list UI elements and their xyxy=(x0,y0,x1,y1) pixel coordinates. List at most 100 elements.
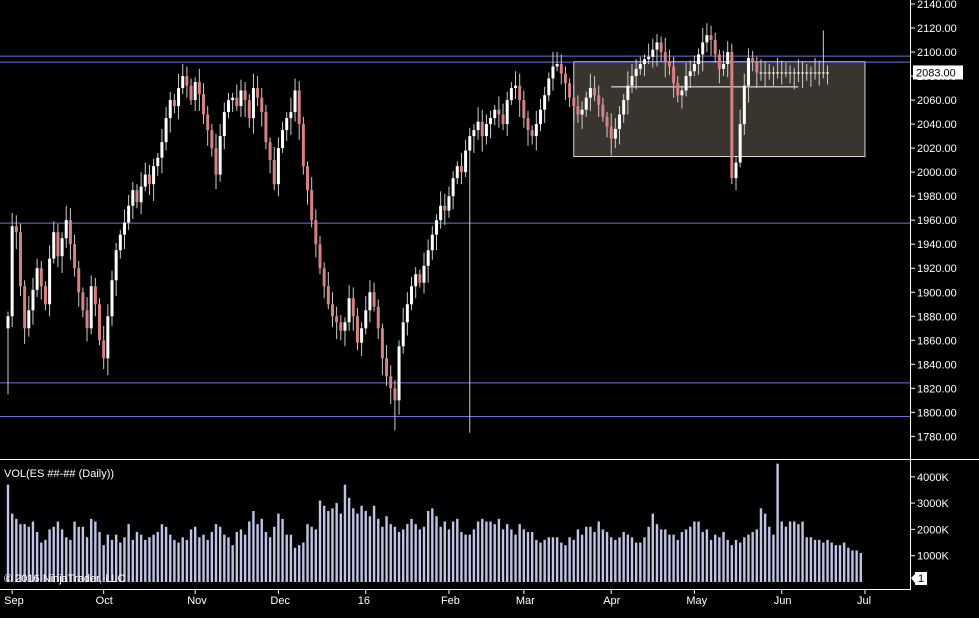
volume-bar xyxy=(164,526,168,582)
volume-bar xyxy=(65,537,68,582)
volume-bar xyxy=(535,539,538,582)
volume-bar xyxy=(206,539,209,582)
volume-bar xyxy=(630,537,634,582)
candle-body xyxy=(801,72,805,74)
volume-tick-label: 2000K xyxy=(917,524,949,536)
price-tick-label: 2060.00 xyxy=(917,95,957,107)
candle-body xyxy=(584,97,588,110)
time-tick-label: Nov xyxy=(187,595,207,607)
candle-body xyxy=(202,94,206,115)
candle-body xyxy=(771,72,775,74)
volume-bar xyxy=(106,534,110,582)
volume-bar xyxy=(668,534,671,582)
candle-body xyxy=(464,150,468,173)
candle-body xyxy=(555,64,559,67)
candle-body xyxy=(618,114,622,129)
volume-bar xyxy=(73,521,76,582)
candle-body xyxy=(638,64,642,69)
volume-bar xyxy=(381,526,384,582)
volume-bar xyxy=(406,524,409,582)
volume-bar xyxy=(410,518,413,582)
volume-bar xyxy=(684,529,688,582)
volume-bar xyxy=(139,534,143,582)
candle-body xyxy=(547,78,551,96)
volume-bar xyxy=(539,542,542,582)
candle-body xyxy=(651,49,655,57)
candle-body xyxy=(443,205,447,211)
volume-bar xyxy=(289,534,293,582)
candle-body xyxy=(231,97,235,101)
candle-body xyxy=(276,148,280,185)
candle-body xyxy=(821,72,825,74)
volume-bar xyxy=(456,518,459,582)
candle-body xyxy=(414,274,418,287)
price-tick-label: 2040.00 xyxy=(917,119,957,131)
volume-bar xyxy=(335,503,338,582)
candle-body xyxy=(576,106,580,115)
candle-body xyxy=(385,358,389,377)
volume-tick-label: 1000K xyxy=(917,551,949,563)
volume-bar xyxy=(809,537,813,582)
candle-body xyxy=(177,88,181,107)
volume-bar xyxy=(451,521,455,582)
volume-bar xyxy=(202,534,205,582)
volume-bar xyxy=(218,526,222,582)
volume-bar xyxy=(243,534,247,582)
candle-body xyxy=(813,72,817,74)
candle-body xyxy=(31,289,35,311)
candle-body xyxy=(360,328,364,343)
candle-body xyxy=(306,166,310,191)
volume-bar xyxy=(177,542,180,582)
price-tick-label: 2000.00 xyxy=(917,167,957,179)
candle-body xyxy=(401,322,405,347)
volume-bar xyxy=(501,529,505,582)
volume-bar xyxy=(447,529,451,582)
candle-body xyxy=(514,85,518,89)
candle-body xyxy=(131,190,135,206)
candle-body xyxy=(393,388,397,401)
time-tick-label: Oct xyxy=(96,595,113,607)
volume-bar xyxy=(643,537,646,582)
candle-body xyxy=(455,166,459,179)
candle-body xyxy=(497,109,501,115)
candle-body xyxy=(222,112,226,137)
volume-bar xyxy=(493,524,496,582)
volume-bar xyxy=(485,521,488,582)
candle-body xyxy=(451,178,455,197)
volume-bar xyxy=(90,518,93,582)
volume-bar xyxy=(48,529,51,582)
candle-body xyxy=(551,66,555,79)
volume-bar xyxy=(123,537,126,582)
volume-bar xyxy=(647,526,650,582)
candle-body xyxy=(314,220,318,245)
volume-bar xyxy=(31,521,35,582)
candle-body xyxy=(93,286,97,305)
candle-body xyxy=(48,258,52,305)
volume-bar xyxy=(597,521,600,582)
volume-bar xyxy=(239,529,243,582)
volume-bar xyxy=(156,532,159,582)
volume-bar xyxy=(114,534,118,582)
candle-body xyxy=(6,316,10,329)
candle-body xyxy=(172,100,176,107)
volume-bar xyxy=(310,526,313,582)
volume-bar xyxy=(672,534,675,582)
time-tick-label: Dec xyxy=(270,595,290,607)
volume-bar xyxy=(322,505,326,582)
candle-body xyxy=(339,322,343,331)
volume-bar xyxy=(385,516,388,582)
candle-body xyxy=(430,234,434,251)
volume-bar xyxy=(194,526,197,582)
volume-bar xyxy=(605,532,609,582)
candle-body xyxy=(705,35,709,43)
candle-body xyxy=(189,85,193,101)
volume-bar xyxy=(805,537,808,582)
candle-body xyxy=(143,174,147,187)
panel-badge[interactable] xyxy=(915,572,927,585)
candle-body xyxy=(730,52,734,179)
volume-bar xyxy=(285,534,288,582)
candle-body xyxy=(746,58,750,86)
candle-body xyxy=(330,304,334,317)
